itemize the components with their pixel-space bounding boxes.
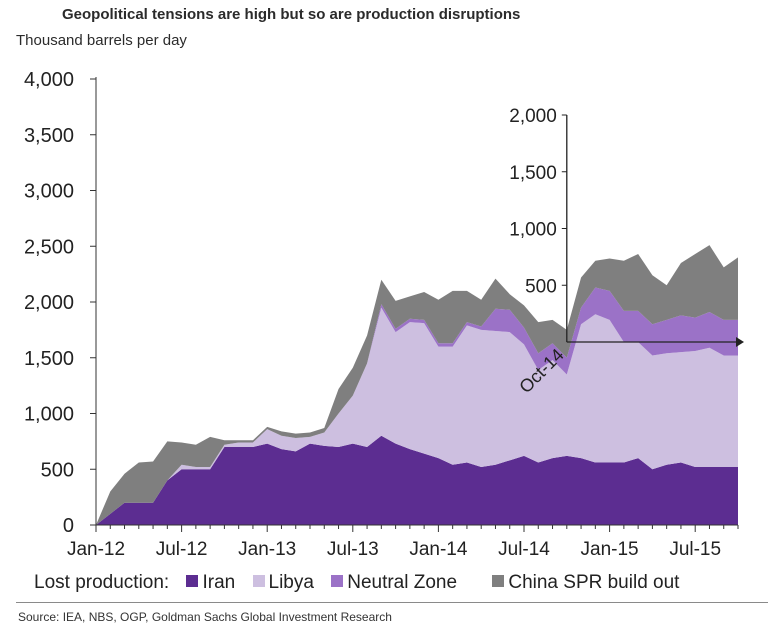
legend-lead: Lost production:	[34, 572, 170, 593]
y-tick-label: 0	[63, 515, 74, 537]
x-tick-label: Jan-12	[67, 539, 125, 560]
y-tick-label: 3,000	[24, 181, 74, 203]
y-tick-label: 500	[41, 459, 74, 481]
legend-swatch-iran	[186, 575, 199, 588]
footer-divider	[16, 602, 768, 603]
inset-y-tick-label: 500	[525, 276, 557, 297]
y-axis-unit-label: Thousand barrels per day	[16, 32, 187, 49]
source-note: Source: IEA, NBS, OGP, Goldman Sachs Glo…	[18, 610, 392, 624]
x-tick-label: Jul-14	[498, 539, 550, 560]
inset-arrowhead	[736, 337, 744, 347]
y-tick-label: 1,500	[24, 348, 74, 370]
x-tick-label: Jul-13	[327, 539, 379, 560]
area-libya	[96, 307, 738, 525]
legend-swatch-libya	[252, 575, 265, 588]
legend-label-libya: Libya	[268, 572, 314, 593]
y-tick-label: 3,500	[24, 125, 74, 147]
inset-y-tick-label: 2,000	[509, 106, 557, 127]
legend: Lost production: Iran Libya Neutral Zone…	[34, 572, 679, 594]
y-tick-label: 4,000	[24, 69, 74, 91]
x-tick-label: Jan-14	[409, 539, 468, 560]
legend-label-iran: Iran	[202, 572, 236, 593]
area-china-spr-build-out	[96, 245, 738, 525]
area-iran	[96, 435, 738, 525]
y-tick-label: 2,500	[24, 236, 74, 258]
inset-y-tick-label: 1,500	[509, 163, 557, 184]
y-tick-label: 1,000	[24, 404, 74, 426]
x-tick-label: Jul-12	[156, 539, 208, 560]
chart-title: Geopolitical tensions are high but so ar…	[62, 6, 521, 23]
x-tick-label: Jan-13	[238, 539, 296, 560]
legend-swatch-china-spr	[492, 575, 505, 588]
legend-label-neutral-zone: Neutral Zone	[347, 572, 458, 593]
legend-label-china-spr: China SPR build out	[508, 572, 680, 593]
x-tick-label: Jul-15	[669, 539, 721, 560]
inset-y-tick-label: 1,000	[509, 220, 557, 241]
y-tick-label: 2,000	[24, 292, 74, 314]
x-tick-label: Jan-15	[581, 539, 639, 560]
chart-area: 0 500 1,000 1,500 2,000 2,500 3,000 3,500 4,000 J…	[24, 69, 744, 560]
legend-swatch-neutral-zone	[331, 575, 344, 588]
